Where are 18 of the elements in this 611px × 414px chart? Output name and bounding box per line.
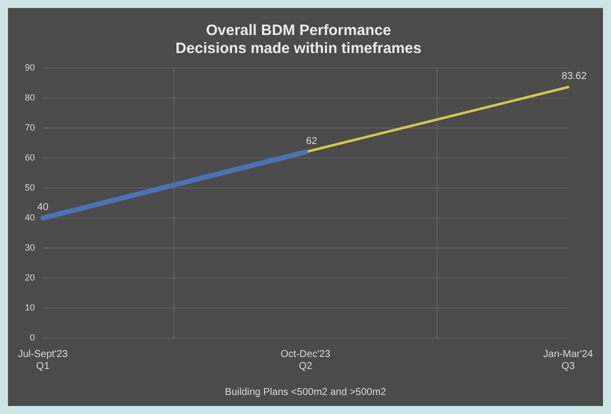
y-tick-label: 0 [30,332,35,342]
y-tick-label: 50 [24,182,35,192]
x-tick-label: Jul-Sept'23 Q1 [18,348,68,372]
data-label: 40 [37,202,49,213]
y-tick-label: 80 [24,92,35,102]
y-tick-label: 70 [24,122,35,132]
y-tick-label: 60 [24,152,35,162]
y-tick-label: 20 [24,272,35,282]
y-tick-label: 40 [24,212,35,222]
x-tick-label: Jan-Mar'24 Q3 [543,348,594,372]
data-label: 62 [306,136,318,147]
x-axis-title: Building Plans <500m2 and >500m2 [224,386,387,398]
y-tick-label: 10 [24,302,35,312]
y-tick-label: 90 [24,62,35,72]
y-tick-label: 30 [24,242,35,252]
data-label: 83.62 [562,70,588,82]
chart-title: Overall BDM Performance Decisions made within timeframes [176,22,422,58]
x-tick-label: Oct-Dec'23 Q2 [280,348,331,372]
